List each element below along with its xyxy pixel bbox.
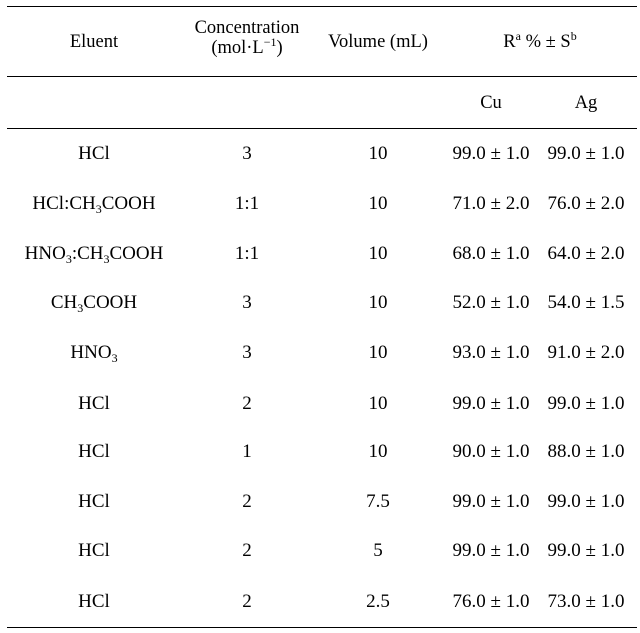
concentration-cell: 2	[242, 591, 252, 612]
formula-subscript: 3	[65, 252, 72, 266]
cu-recovery-cell: 99.0 ± 1.0	[452, 540, 530, 561]
ag-recovery-cell: 76.0 ± 2.0	[547, 193, 625, 214]
formula-text: HCl	[78, 540, 110, 561]
volume-cell: 5	[373, 540, 383, 561]
volume-cell: 2.5	[366, 591, 390, 612]
formula-text: :CH	[71, 243, 104, 264]
volume-cell: 10	[368, 393, 388, 414]
formula-text: HCl	[78, 143, 110, 164]
ag-recovery-cell: 88.0 ± 1.0	[547, 441, 625, 462]
column-header-recovery: Ra % ± Sb	[503, 29, 577, 53]
formula-text: COOH	[109, 243, 164, 264]
formula-text: HCl	[78, 393, 110, 414]
formula-text: COOH	[83, 292, 138, 313]
cu-recovery-cell: 68.0 ± 1.0	[452, 243, 530, 264]
concentration-unit-pre: (mol·L	[211, 38, 264, 58]
concentration-unit-exponent: −1	[263, 35, 277, 49]
bottom-rule	[7, 627, 637, 628]
header-subrule	[7, 76, 637, 77]
eluent-cell: HCl	[78, 491, 110, 513]
formula-text: CH	[50, 292, 78, 313]
concentration-cell: 1:1	[234, 243, 260, 264]
column-header-eluent: Eluent	[69, 32, 119, 52]
formula-text: HCl:CH	[32, 193, 96, 214]
header-bottom-rule	[7, 128, 637, 129]
ag-recovery-cell: 99.0 ± 1.0	[547, 143, 625, 164]
eluent-cell: HCl	[78, 441, 110, 463]
cu-recovery-cell: 93.0 ± 1.0	[452, 342, 530, 363]
cu-recovery-cell: 76.0 ± 1.0	[452, 591, 530, 612]
cu-recovery-cell: 52.0 ± 1.0	[452, 292, 530, 313]
cu-recovery-cell: 90.0 ± 1.0	[452, 441, 530, 462]
formula-text: HCl	[78, 441, 110, 462]
formula-subscript: 3	[103, 252, 110, 266]
formula-subscript: 3	[95, 202, 102, 216]
formula-subscript: 3	[77, 301, 84, 315]
volume-cell: 10	[368, 342, 388, 363]
column-header-volume: Volume (mL)	[328, 32, 428, 52]
ag-recovery-cell: 99.0 ± 1.0	[547, 393, 625, 414]
cu-recovery-cell: 99.0 ± 1.0	[452, 491, 530, 512]
concentration-unit: (mol·L−1)	[195, 35, 300, 58]
formula-text: COOH	[101, 193, 156, 214]
recovery-mid: % ± S	[520, 32, 571, 52]
concentration-label: Concentration	[194, 18, 300, 38]
ag-recovery-cell: 73.0 ± 1.0	[547, 591, 625, 612]
formula-text: HCl	[78, 491, 110, 512]
volume-cell: 10	[368, 193, 388, 214]
concentration-unit-post: )	[276, 38, 283, 58]
formula-text: HNO	[70, 342, 112, 363]
formula-subscript: 3	[111, 351, 118, 365]
concentration-cell: 3	[242, 342, 252, 363]
formula-text: HCl	[78, 591, 110, 612]
ag-recovery-cell: 91.0 ± 2.0	[547, 342, 625, 363]
volume-cell: 10	[368, 441, 388, 462]
concentration-cell: 1	[242, 441, 252, 462]
column-header-cu: Cu	[480, 93, 502, 113]
ag-recovery-cell: 54.0 ± 1.5	[547, 292, 625, 313]
recovery-s-footnote: b	[570, 29, 577, 43]
recovery-r-footnote: a	[515, 29, 521, 43]
concentration-cell: 3	[242, 292, 252, 313]
eluent-cell: CH3COOH	[51, 292, 137, 314]
formula-text: HNO	[24, 243, 66, 264]
eluent-cell: HCl	[78, 393, 110, 415]
ag-recovery-cell: 64.0 ± 2.0	[547, 243, 625, 264]
eluent-cell: HNO3:CH3COOH	[25, 243, 164, 265]
eluent-cell: HNO3	[70, 342, 117, 364]
eluent-cell: HCl	[78, 591, 110, 613]
column-header-concentration: Concentration (mol·L−1)	[195, 18, 300, 58]
volume-cell: 10	[368, 143, 388, 164]
eluent-cell: HCl:CH3COOH	[32, 193, 155, 215]
cu-recovery-cell: 99.0 ± 1.0	[452, 143, 530, 164]
concentration-cell: 2	[242, 540, 252, 561]
concentration-cell: 3	[242, 143, 252, 164]
top-rule	[7, 6, 637, 7]
column-header-ag: Ag	[574, 93, 598, 113]
cu-recovery-cell: 71.0 ± 2.0	[452, 193, 530, 214]
volume-cell: 7.5	[366, 491, 390, 512]
recovery-r: R	[503, 32, 516, 52]
eluent-cell: HCl	[78, 143, 110, 165]
volume-cell: 10	[368, 243, 388, 264]
cu-recovery-cell: 99.0 ± 1.0	[452, 393, 530, 414]
concentration-cell: 2	[242, 393, 252, 414]
concentration-cell: 1:1	[234, 193, 260, 214]
concentration-cell: 2	[242, 491, 252, 512]
ag-recovery-cell: 99.0 ± 1.0	[547, 540, 625, 561]
volume-cell: 10	[368, 292, 388, 313]
ag-recovery-cell: 99.0 ± 1.0	[547, 491, 625, 512]
eluent-cell: HCl	[78, 540, 110, 562]
